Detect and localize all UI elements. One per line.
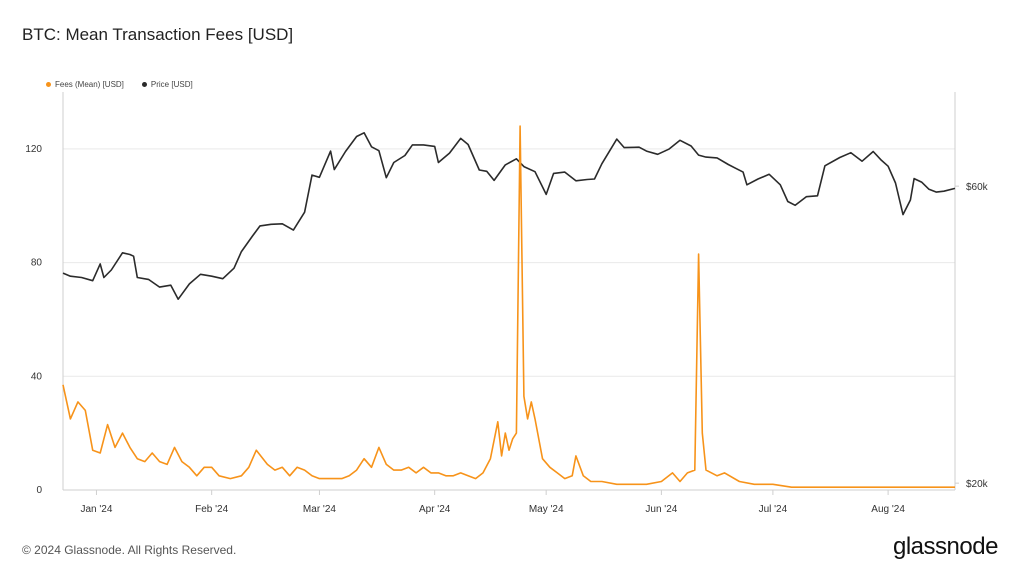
price-series-line bbox=[62, 132, 956, 300]
y-right-tick-label: $60k bbox=[966, 182, 989, 193]
x-tick-label: Jul '24 bbox=[759, 504, 788, 515]
x-tick-label: Mar '24 bbox=[303, 504, 336, 515]
x-tick-label: Aug '24 bbox=[871, 504, 905, 515]
legend-item-fees[interactable]: Fees (Mean) [USD] bbox=[46, 80, 124, 89]
y-right-tick-label: $20k bbox=[966, 479, 989, 490]
legend-fees-swatch bbox=[46, 82, 51, 87]
legend-price-label: Price [USD] bbox=[150, 80, 193, 89]
x-tick-label: Jun '24 bbox=[645, 504, 677, 515]
fees-series-line bbox=[62, 125, 955, 488]
y-left-tick-label: 0 bbox=[36, 485, 42, 496]
y-left-tick-label: 120 bbox=[25, 144, 42, 155]
legend-item-price[interactable]: Price [USD] bbox=[141, 80, 193, 89]
footer-copyright: © 2024 Glassnode. All Rights Reserved. bbox=[22, 543, 237, 557]
chart-title: BTC: Mean Transaction Fees [USD] bbox=[22, 25, 294, 44]
chart-legend: Fees (Mean) [USD] Price [USD] bbox=[46, 80, 193, 89]
x-tick-label: Apr '24 bbox=[419, 504, 451, 515]
x-tick-label: Feb '24 bbox=[195, 504, 228, 515]
x-tick-label: Jan '24 bbox=[80, 504, 112, 515]
glassnode-logo: glassnode bbox=[893, 533, 998, 560]
y-left-tick-label: 80 bbox=[31, 258, 43, 269]
x-tick-label: May '24 bbox=[529, 504, 564, 515]
y-left-tick-label: 40 bbox=[31, 371, 43, 382]
legend-price-swatch bbox=[141, 82, 147, 87]
legend-fees-label: Fees (Mean) [USD] bbox=[55, 80, 124, 89]
